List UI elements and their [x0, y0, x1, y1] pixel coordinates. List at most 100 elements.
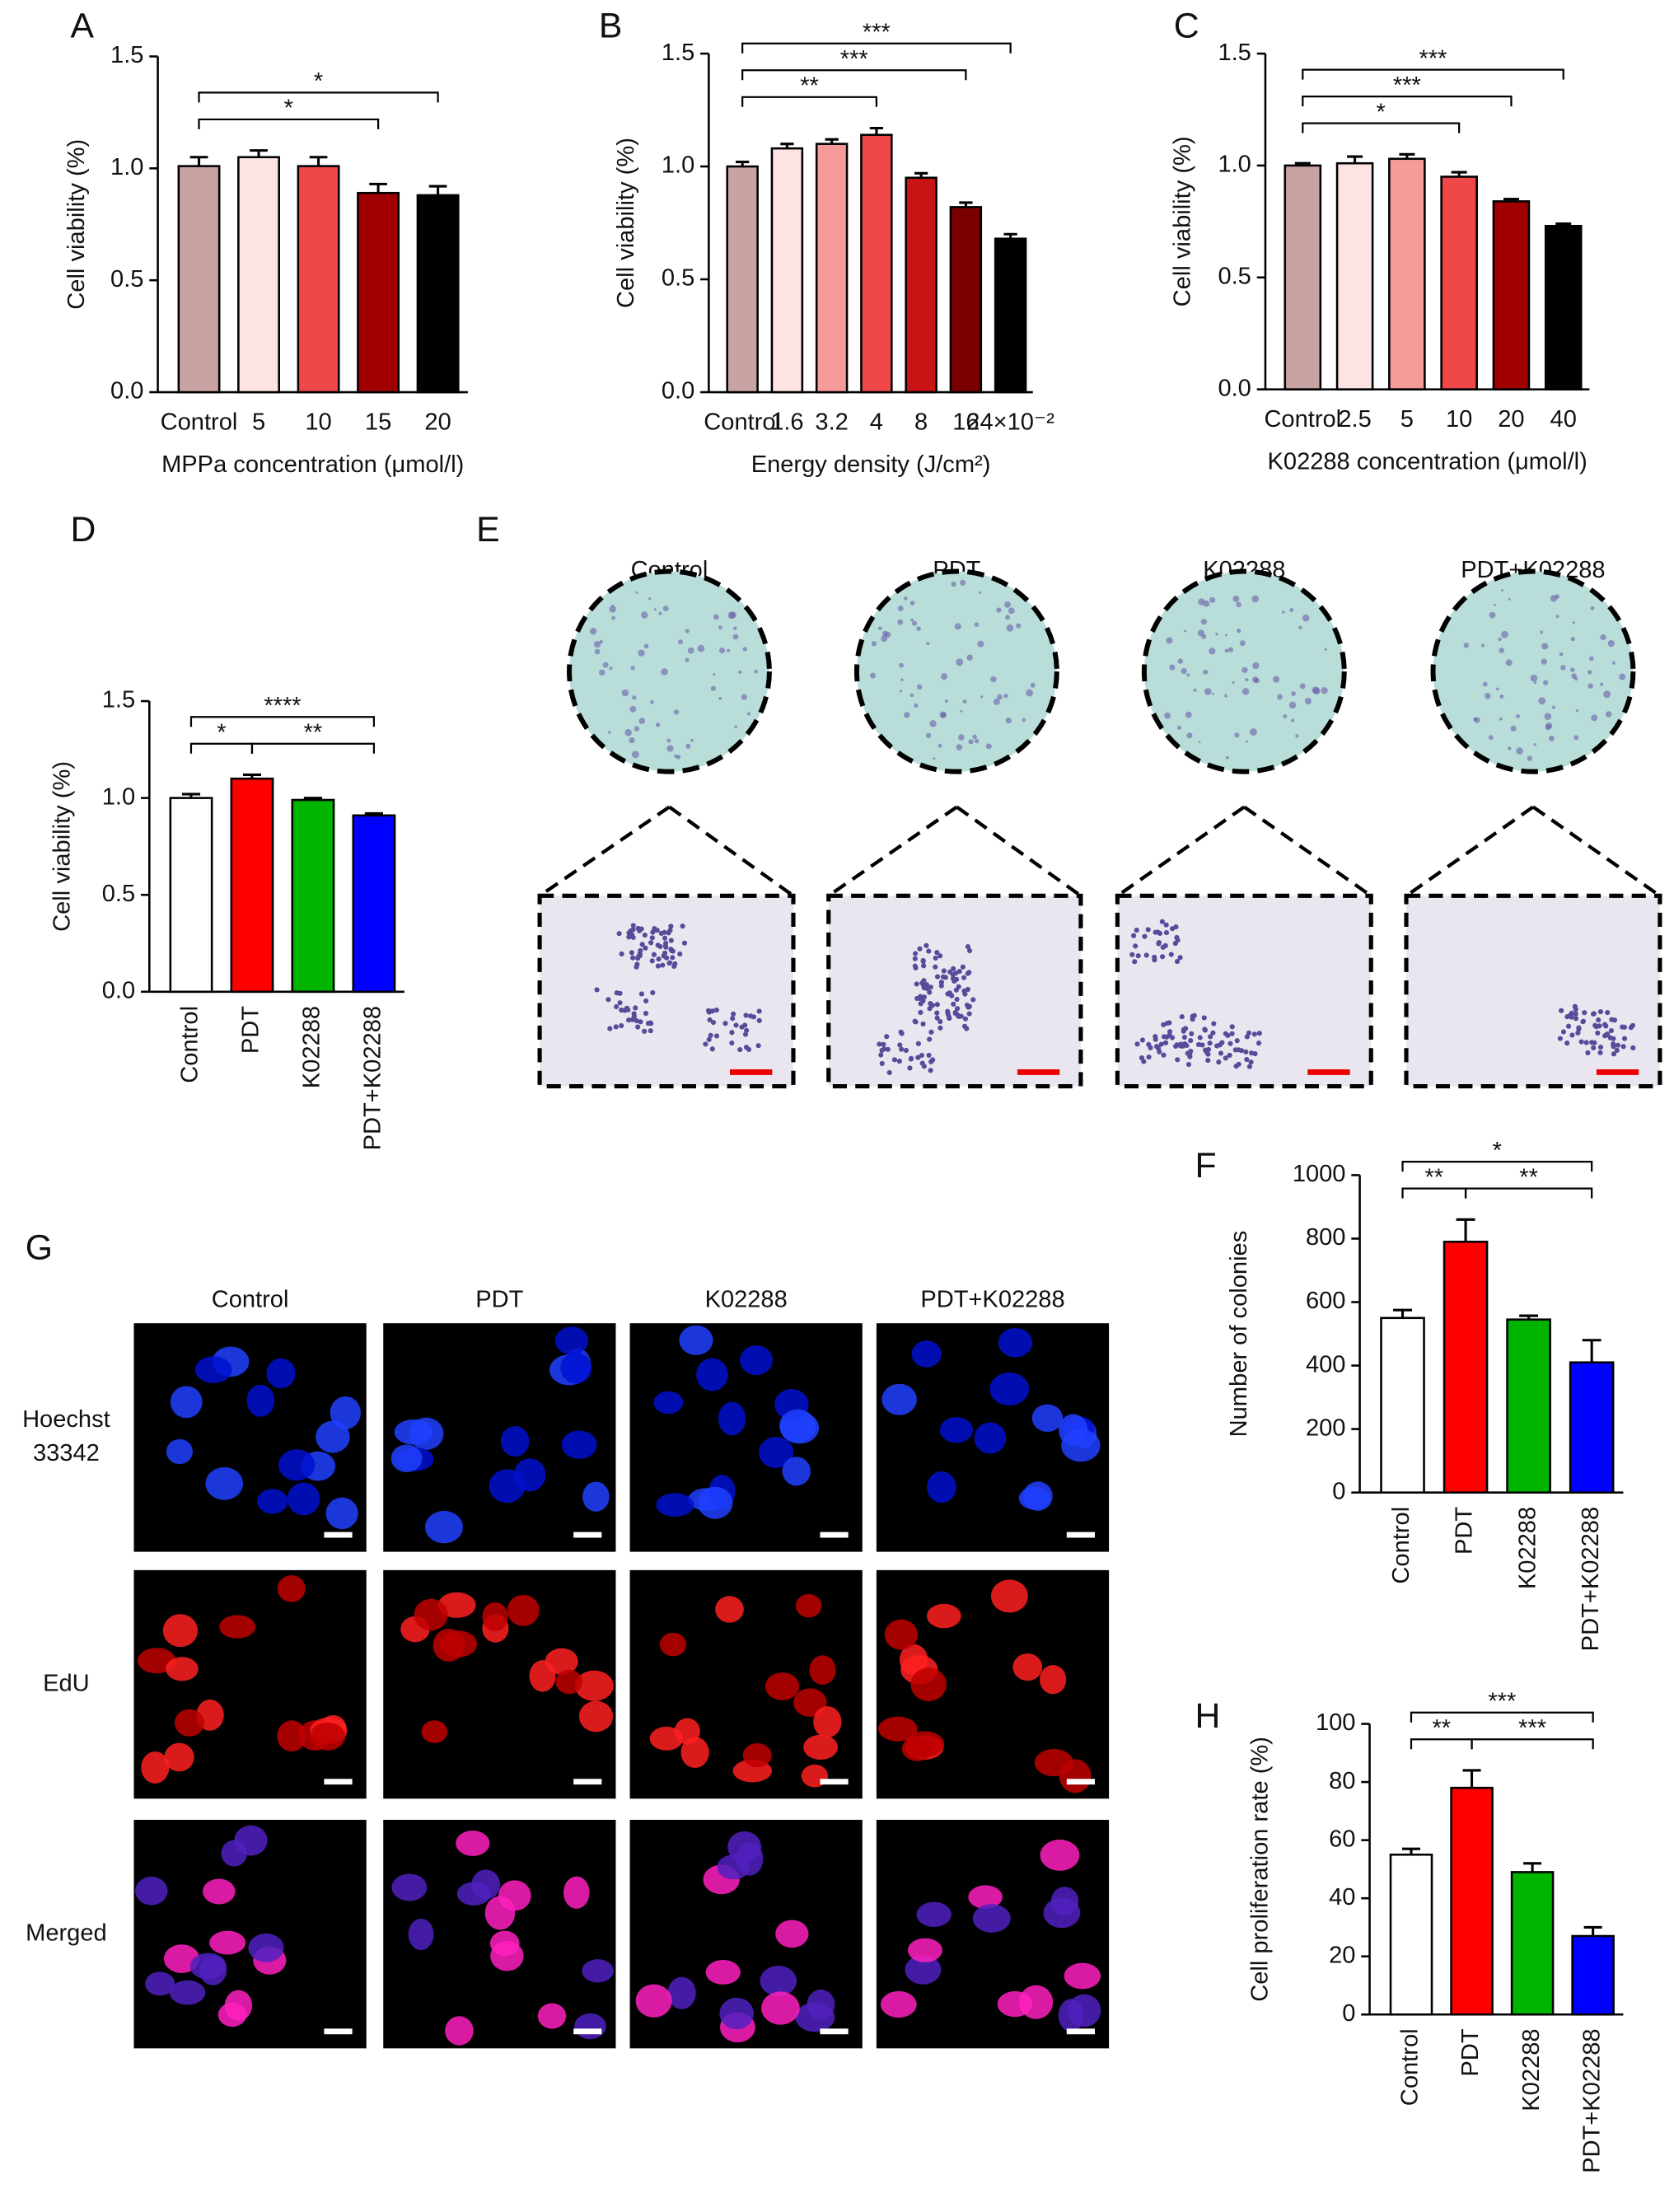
significance-bracket [250, 742, 376, 754]
cell-speck [1181, 1034, 1187, 1041]
cell-speck [1229, 1024, 1235, 1030]
cell-speck [1233, 1064, 1239, 1069]
colony-speck [1283, 713, 1288, 718]
cell-speck [938, 1025, 943, 1031]
x-tick-label: 10 [1446, 406, 1472, 433]
colony-speck [1530, 674, 1538, 682]
colony-speck [598, 669, 606, 676]
y-tick-label: 0.5 [662, 265, 694, 292]
nucleus [884, 1619, 919, 1650]
x-tick-label: Control [704, 409, 781, 435]
colony-speck [1295, 734, 1299, 738]
colony-speck [1282, 610, 1285, 614]
colony-speck [900, 678, 904, 681]
nucleus [742, 1742, 772, 1768]
nucleus [582, 1959, 614, 1983]
colony-speck [1224, 648, 1229, 653]
significance-bracket [198, 91, 439, 103]
cell-speck [668, 924, 674, 929]
y-axis-label: Cell proliferation rate (%) [1247, 1737, 1274, 2002]
cell-speck [941, 968, 947, 974]
nucleus [578, 1700, 614, 1733]
cell-speck [1591, 1045, 1597, 1051]
panel-label: G [26, 1228, 53, 1267]
colony-speck [1474, 717, 1480, 723]
y-axis-label: Cell viability (%) [613, 138, 639, 308]
colony-speck [1226, 755, 1229, 760]
cell-speck [1621, 1036, 1628, 1041]
cell-speck [891, 1057, 897, 1063]
cell-speck [1174, 959, 1181, 965]
cell-speck [1129, 952, 1135, 957]
colony-speck [1540, 630, 1544, 634]
nucleus [169, 1980, 206, 2005]
bar [352, 814, 396, 994]
colony-speck [1005, 615, 1011, 620]
nucleus [659, 1632, 687, 1657]
colony-speck [1022, 718, 1026, 723]
bar [1506, 1318, 1551, 1494]
nucleus [1031, 1404, 1064, 1432]
colony-speck [611, 615, 616, 620]
panel-label: C [1174, 7, 1199, 46]
nucleus [989, 1372, 1030, 1406]
cell-speck [1179, 1014, 1185, 1020]
y-tick-label: 80 [1329, 1768, 1355, 1794]
significance-bracket [741, 42, 1012, 54]
colony-speck [958, 734, 965, 741]
colony-speck [1510, 725, 1517, 732]
nucleus [715, 1596, 744, 1623]
bar [770, 147, 804, 394]
nucleus [164, 1742, 194, 1772]
cell-speck [1208, 1034, 1213, 1040]
cell-speck [643, 1010, 649, 1017]
column-title: Control [212, 1286, 289, 1312]
cell-speck [909, 1055, 914, 1061]
colony-speck [1026, 689, 1034, 697]
significance-label: * [217, 719, 226, 746]
colony-speck [1006, 624, 1014, 632]
colony-speck [899, 690, 902, 693]
cell-speck [1163, 922, 1169, 928]
cell-speck [650, 929, 656, 935]
cell-speck [1244, 1056, 1250, 1063]
micrograph [1404, 893, 1662, 1089]
cell-speck [1190, 1017, 1195, 1022]
cell-speck [951, 966, 956, 971]
nucleus [1059, 1759, 1092, 1793]
nucleus [793, 1688, 827, 1717]
nucleus [574, 1670, 614, 1701]
colony-speck [630, 666, 635, 671]
cell-speck [755, 1043, 761, 1049]
cell-speck [1246, 1064, 1252, 1069]
colony-speck [1555, 615, 1559, 618]
cell-speck [899, 1046, 905, 1052]
colony-speck [1232, 595, 1240, 602]
nucleus [408, 1918, 434, 1951]
colony-speck [1548, 735, 1555, 741]
nucleus [907, 1938, 942, 1962]
cell-speck [1591, 1011, 1597, 1017]
bar [1440, 175, 1478, 390]
x-tick-label: PDT+K02288 [360, 1006, 386, 1151]
colony-speck [629, 705, 637, 713]
row-label: EdU [43, 1670, 90, 1696]
colony-speck [1252, 662, 1260, 670]
colony-speck [632, 695, 637, 700]
x-tick-label: 2.5 [1338, 406, 1371, 433]
nucleus [433, 1628, 465, 1663]
colony-speck [673, 709, 680, 715]
cell-speck [710, 1020, 717, 1026]
nucleus [257, 1489, 288, 1514]
cell-speck [926, 1052, 932, 1059]
colony-speck [1003, 693, 1008, 699]
cell-speck [729, 1040, 735, 1046]
bar [297, 165, 340, 394]
cell-speck [1177, 955, 1183, 961]
cell-speck [645, 1021, 652, 1026]
colony-speck [685, 629, 690, 634]
colony-speck [985, 743, 992, 750]
colony-speck [1501, 589, 1504, 592]
nucleus [782, 1457, 811, 1486]
colony-speck [1587, 683, 1593, 689]
